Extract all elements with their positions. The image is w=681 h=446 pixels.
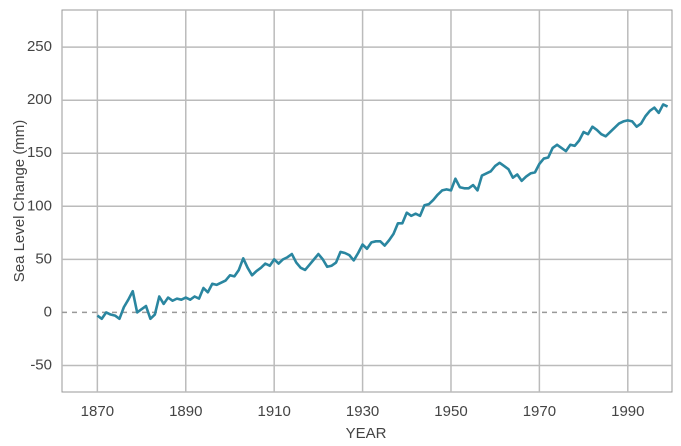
x-tick-label: 1990 — [611, 403, 644, 420]
data-line — [96, 103, 669, 321]
plot-frame — [61, 9, 673, 393]
x-tick-label: 1890 — [169, 403, 202, 420]
y-tick-label: -50 — [30, 356, 52, 373]
x-tick-label: 1870 — [81, 403, 114, 420]
y-tick-label: 150 — [27, 144, 52, 161]
x-tick-label: 1950 — [434, 403, 467, 420]
x-axis-label: YEAR — [346, 425, 387, 442]
y-tick-label: 100 — [27, 197, 52, 214]
x-tick-label: 1910 — [257, 403, 290, 420]
x-tick-label: 1930 — [346, 403, 379, 420]
y-tick-label: 250 — [27, 38, 52, 55]
y-tick-label: 50 — [35, 250, 52, 267]
x-tick-label: 1970 — [523, 403, 556, 420]
y-axis-label: Sea Level Change (mm) — [11, 120, 28, 283]
y-tick-label: 0 — [44, 303, 52, 320]
y-tick-label: 200 — [27, 91, 52, 108]
